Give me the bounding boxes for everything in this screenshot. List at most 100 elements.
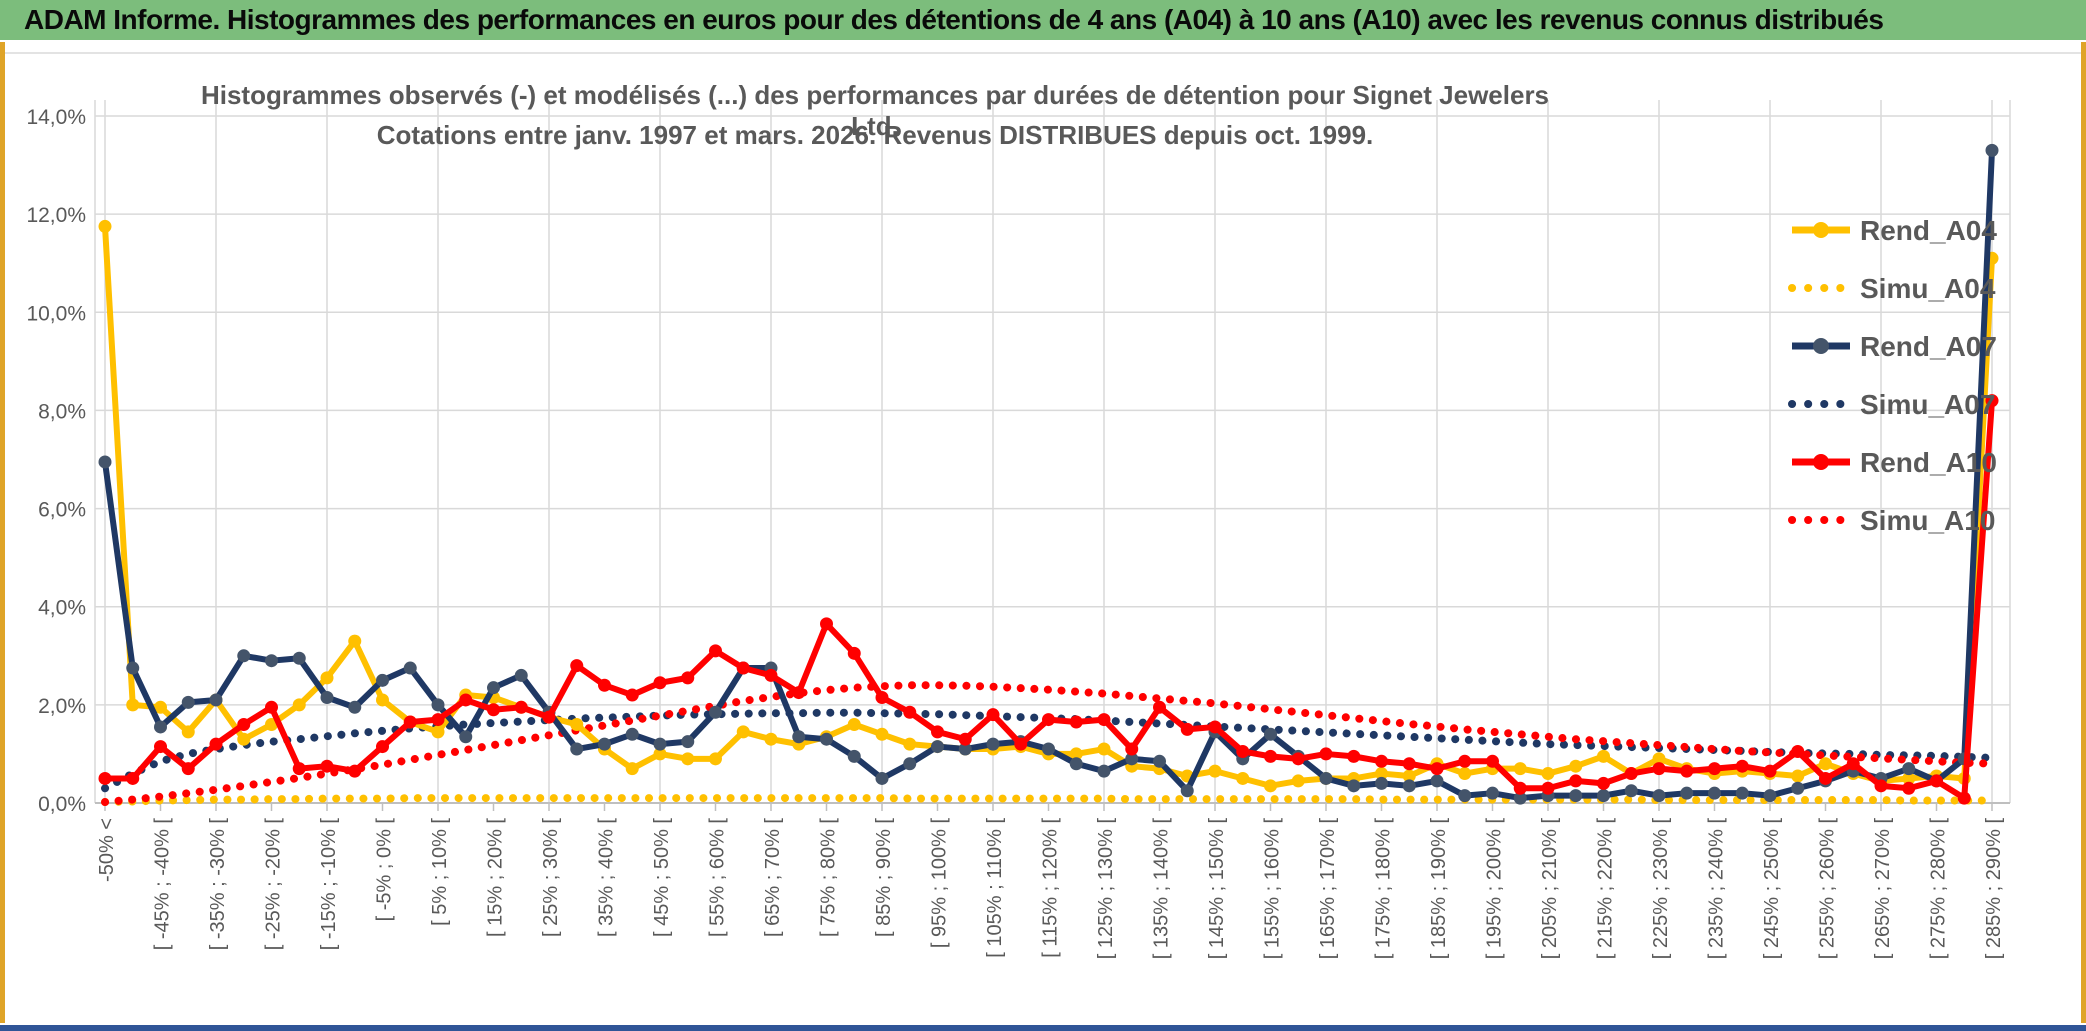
Rend_A10-marker xyxy=(1375,754,1388,768)
legend-item-Simu_A10[interactable]: Simu_A10 xyxy=(1788,505,1995,536)
x-axis-tick-label: [ 125% ; 130% [ xyxy=(1095,818,1117,960)
Rend_A04-marker xyxy=(1375,767,1388,781)
Rend_A10-marker xyxy=(1069,715,1083,729)
Rend_A07-marker xyxy=(1624,784,1638,798)
Rend_A07-marker xyxy=(1458,789,1472,803)
Rend_A10-marker xyxy=(1902,781,1916,795)
legend-item-Simu_A04[interactable]: Simu_A04 xyxy=(1788,273,1996,304)
x-axis-tick-label: [ 55% ; 60% [ xyxy=(707,818,729,937)
Rend_A10-marker xyxy=(292,762,306,776)
Rend_A07-marker xyxy=(431,698,445,712)
Rend_A04-marker xyxy=(709,752,722,766)
Rend_A07-marker xyxy=(1402,779,1416,793)
Rend_A04-legend-label: Rend_A04 xyxy=(1860,215,1997,246)
Rend_A04-marker xyxy=(1236,771,1250,785)
Rend_A10-marker xyxy=(1735,759,1749,773)
Rend_A10-marker xyxy=(653,676,667,690)
Rend_A10-marker xyxy=(1097,713,1111,727)
Rend_A04-marker xyxy=(764,732,778,746)
Rend_A04-marker xyxy=(1902,771,1916,785)
Rend_A10-marker xyxy=(1264,749,1277,763)
y-axis-tick-label: 2,0% xyxy=(38,695,86,718)
Rend_A10-marker xyxy=(431,713,445,727)
Rend_A04-marker xyxy=(736,725,750,739)
Rend_A07-marker xyxy=(847,749,861,763)
Rend_A04-marker xyxy=(875,727,889,741)
Rend_A10-line xyxy=(105,400,1995,802)
Rend_A04-marker xyxy=(1069,747,1083,761)
Rend_A04-marker xyxy=(570,717,584,731)
Rend_A07-marker xyxy=(98,455,112,469)
x-axis-tick-label: [ -35% ; -30% [ xyxy=(207,818,229,951)
Rend_A10-marker xyxy=(1569,774,1583,788)
Rend_A10-marker xyxy=(792,686,806,700)
Rend_A07-marker xyxy=(653,737,667,751)
Rend_A10-marker xyxy=(1347,749,1361,763)
Rend_A10-marker xyxy=(1513,781,1527,795)
y-axis-tick-label: 10,0% xyxy=(26,302,86,325)
Rend_A07-marker xyxy=(1125,752,1139,766)
legend-item-Simu_A07[interactable]: Simu_A07 xyxy=(1788,389,1995,420)
Simu_A10-legend-label: Simu_A10 xyxy=(1860,505,1995,536)
axes xyxy=(94,100,2011,811)
Rend_A04-marker xyxy=(847,717,861,731)
legend-item-Rend_A04[interactable]: Rend_A04 xyxy=(1792,215,1997,246)
x-axis-tick-label: [ -5% ; 0% [ xyxy=(374,818,396,922)
legend-item-Rend_A07[interactable]: Rend_A07 xyxy=(1792,331,1997,362)
Rend_A10-legend-marker xyxy=(1813,454,1829,470)
Rend_A07-marker xyxy=(598,737,611,751)
Rend_A10-marker xyxy=(487,703,500,717)
Rend_A10-marker xyxy=(820,617,833,631)
Rend_A10-marker xyxy=(764,668,778,682)
Rend_A10-marker xyxy=(348,764,362,778)
x-axis-tick-label: [ 35% ; 40% [ xyxy=(596,818,618,937)
y-axis-tick-label: 14,0% xyxy=(26,106,86,129)
Rend_A07-marker xyxy=(1985,143,1999,157)
x-axis-tick-label: [ 195% ; 200% [ xyxy=(1484,818,1506,960)
Rend_A10-marker xyxy=(265,700,278,714)
Rend_A04-marker xyxy=(376,693,389,707)
Rend_A10-marker xyxy=(1819,771,1832,785)
page-border-left xyxy=(0,42,5,1023)
Rend_A07-marker xyxy=(1153,754,1166,768)
Rend_A07-marker xyxy=(570,742,584,756)
Rend_A04-marker xyxy=(431,725,445,739)
series-Simu_A10 xyxy=(101,681,1996,807)
Rend_A07-marker xyxy=(820,732,833,746)
Rend_A07-marker xyxy=(1569,789,1583,803)
Rend_A07-marker xyxy=(1513,791,1527,805)
Rend_A04-legend-marker xyxy=(1813,222,1829,238)
Rend_A07-marker xyxy=(1069,757,1083,771)
x-axis-tick-label: -50% < xyxy=(96,818,118,882)
Rend_A10-marker xyxy=(1791,744,1805,758)
Rend_A07-marker xyxy=(1902,762,1916,776)
Rend_A10-marker xyxy=(1597,776,1610,790)
Rend_A07-marker xyxy=(154,720,167,734)
Rend_A04-marker xyxy=(1097,742,1111,756)
Rend_A07-marker xyxy=(209,693,223,707)
legend-item-Rend_A10[interactable]: Rend_A10 xyxy=(1792,447,1997,478)
x-axis-tick-label: [ 135% ; 140% [ xyxy=(1151,818,1173,960)
Rend_A04-marker xyxy=(98,219,112,233)
Simu_A10-line xyxy=(101,681,1996,807)
Rend_A10-marker xyxy=(1874,779,1888,793)
Rend_A07-legend-marker xyxy=(1813,338,1829,354)
Rend_A07-marker xyxy=(1735,786,1749,800)
Rend_A07-marker xyxy=(1180,784,1194,798)
x-axis-tick-label: [ 285% ; 290% [ xyxy=(1983,818,2005,960)
Rend_A04-marker xyxy=(181,725,195,739)
Rend_A07-marker xyxy=(958,742,972,756)
x-axis-tick-label: [ 45% ; 50% [ xyxy=(651,818,673,937)
x-axis-tick-label: [ 25% ; 30% [ xyxy=(540,818,562,937)
header-divider xyxy=(0,52,2086,54)
y-axis-tick-label: 8,0% xyxy=(38,400,86,423)
chart-title-line2: Cotations entre janv. 1997 et mars. 2026… xyxy=(376,120,1374,150)
Rend_A07-marker xyxy=(320,690,334,704)
Rend_A04-marker xyxy=(1264,779,1277,793)
Rend_A04-marker xyxy=(1791,769,1805,783)
x-axis-tick-label: [ 155% ; 160% [ xyxy=(1262,818,1284,960)
Rend_A07-marker xyxy=(931,740,944,754)
Rend_A10-marker xyxy=(1125,742,1139,756)
